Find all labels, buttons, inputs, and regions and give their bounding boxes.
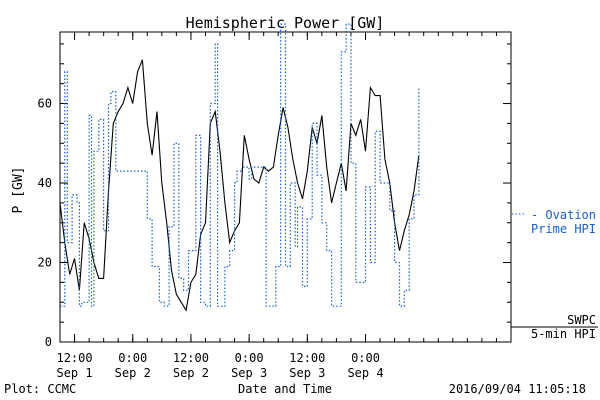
x-tick-label-date: Sep 1 xyxy=(56,366,92,380)
y-tick-label: 60 xyxy=(38,97,52,111)
y-tick-label: 40 xyxy=(38,176,52,190)
chart-title: Hemispheric Power [GW] xyxy=(186,14,385,32)
x-tick-label-date: Sep 2 xyxy=(173,366,209,380)
x-tick-label-time: 12:00 xyxy=(56,351,92,365)
x-tick-label-time: 0:00 xyxy=(351,351,380,365)
x-axis-label: Date and Time xyxy=(238,382,332,396)
x-tick-label-date: Sep 2 xyxy=(115,366,151,380)
x-tick-label-date: Sep 3 xyxy=(231,366,267,380)
y-ticks: 0 20 40 60 xyxy=(38,43,511,349)
legend-label-swpc: SWPC xyxy=(567,313,596,327)
x-tick-label-time: 0:00 xyxy=(118,351,147,365)
x-tick-label-time: 12:00 xyxy=(173,351,209,365)
x-tick-label-date: Sep 3 xyxy=(289,366,325,380)
plot-series xyxy=(59,23,420,312)
y-tick-label: 20 xyxy=(38,256,52,270)
x-tick-label-date: Sep 4 xyxy=(347,366,383,380)
legend-label-ovation: - Ovation xyxy=(531,208,596,222)
x-tick-label-time: 0:00 xyxy=(235,351,264,365)
series-line-swpc xyxy=(59,59,420,312)
plot-credit: Plot: CCMC xyxy=(4,382,76,396)
legend-label-ovation: Prime HPI xyxy=(531,222,596,236)
legend-label-swpc: 5-min HPI xyxy=(531,327,596,341)
plot-timestamp: 2016/09/04 11:05:18 xyxy=(449,382,586,396)
x-tick-label-time: 12:00 xyxy=(289,351,325,365)
plot-frame xyxy=(59,31,512,343)
y-tick-label: 0 xyxy=(45,335,52,349)
series-line-ovation xyxy=(60,23,420,307)
y-axis-label: P [GW] xyxy=(11,167,26,214)
